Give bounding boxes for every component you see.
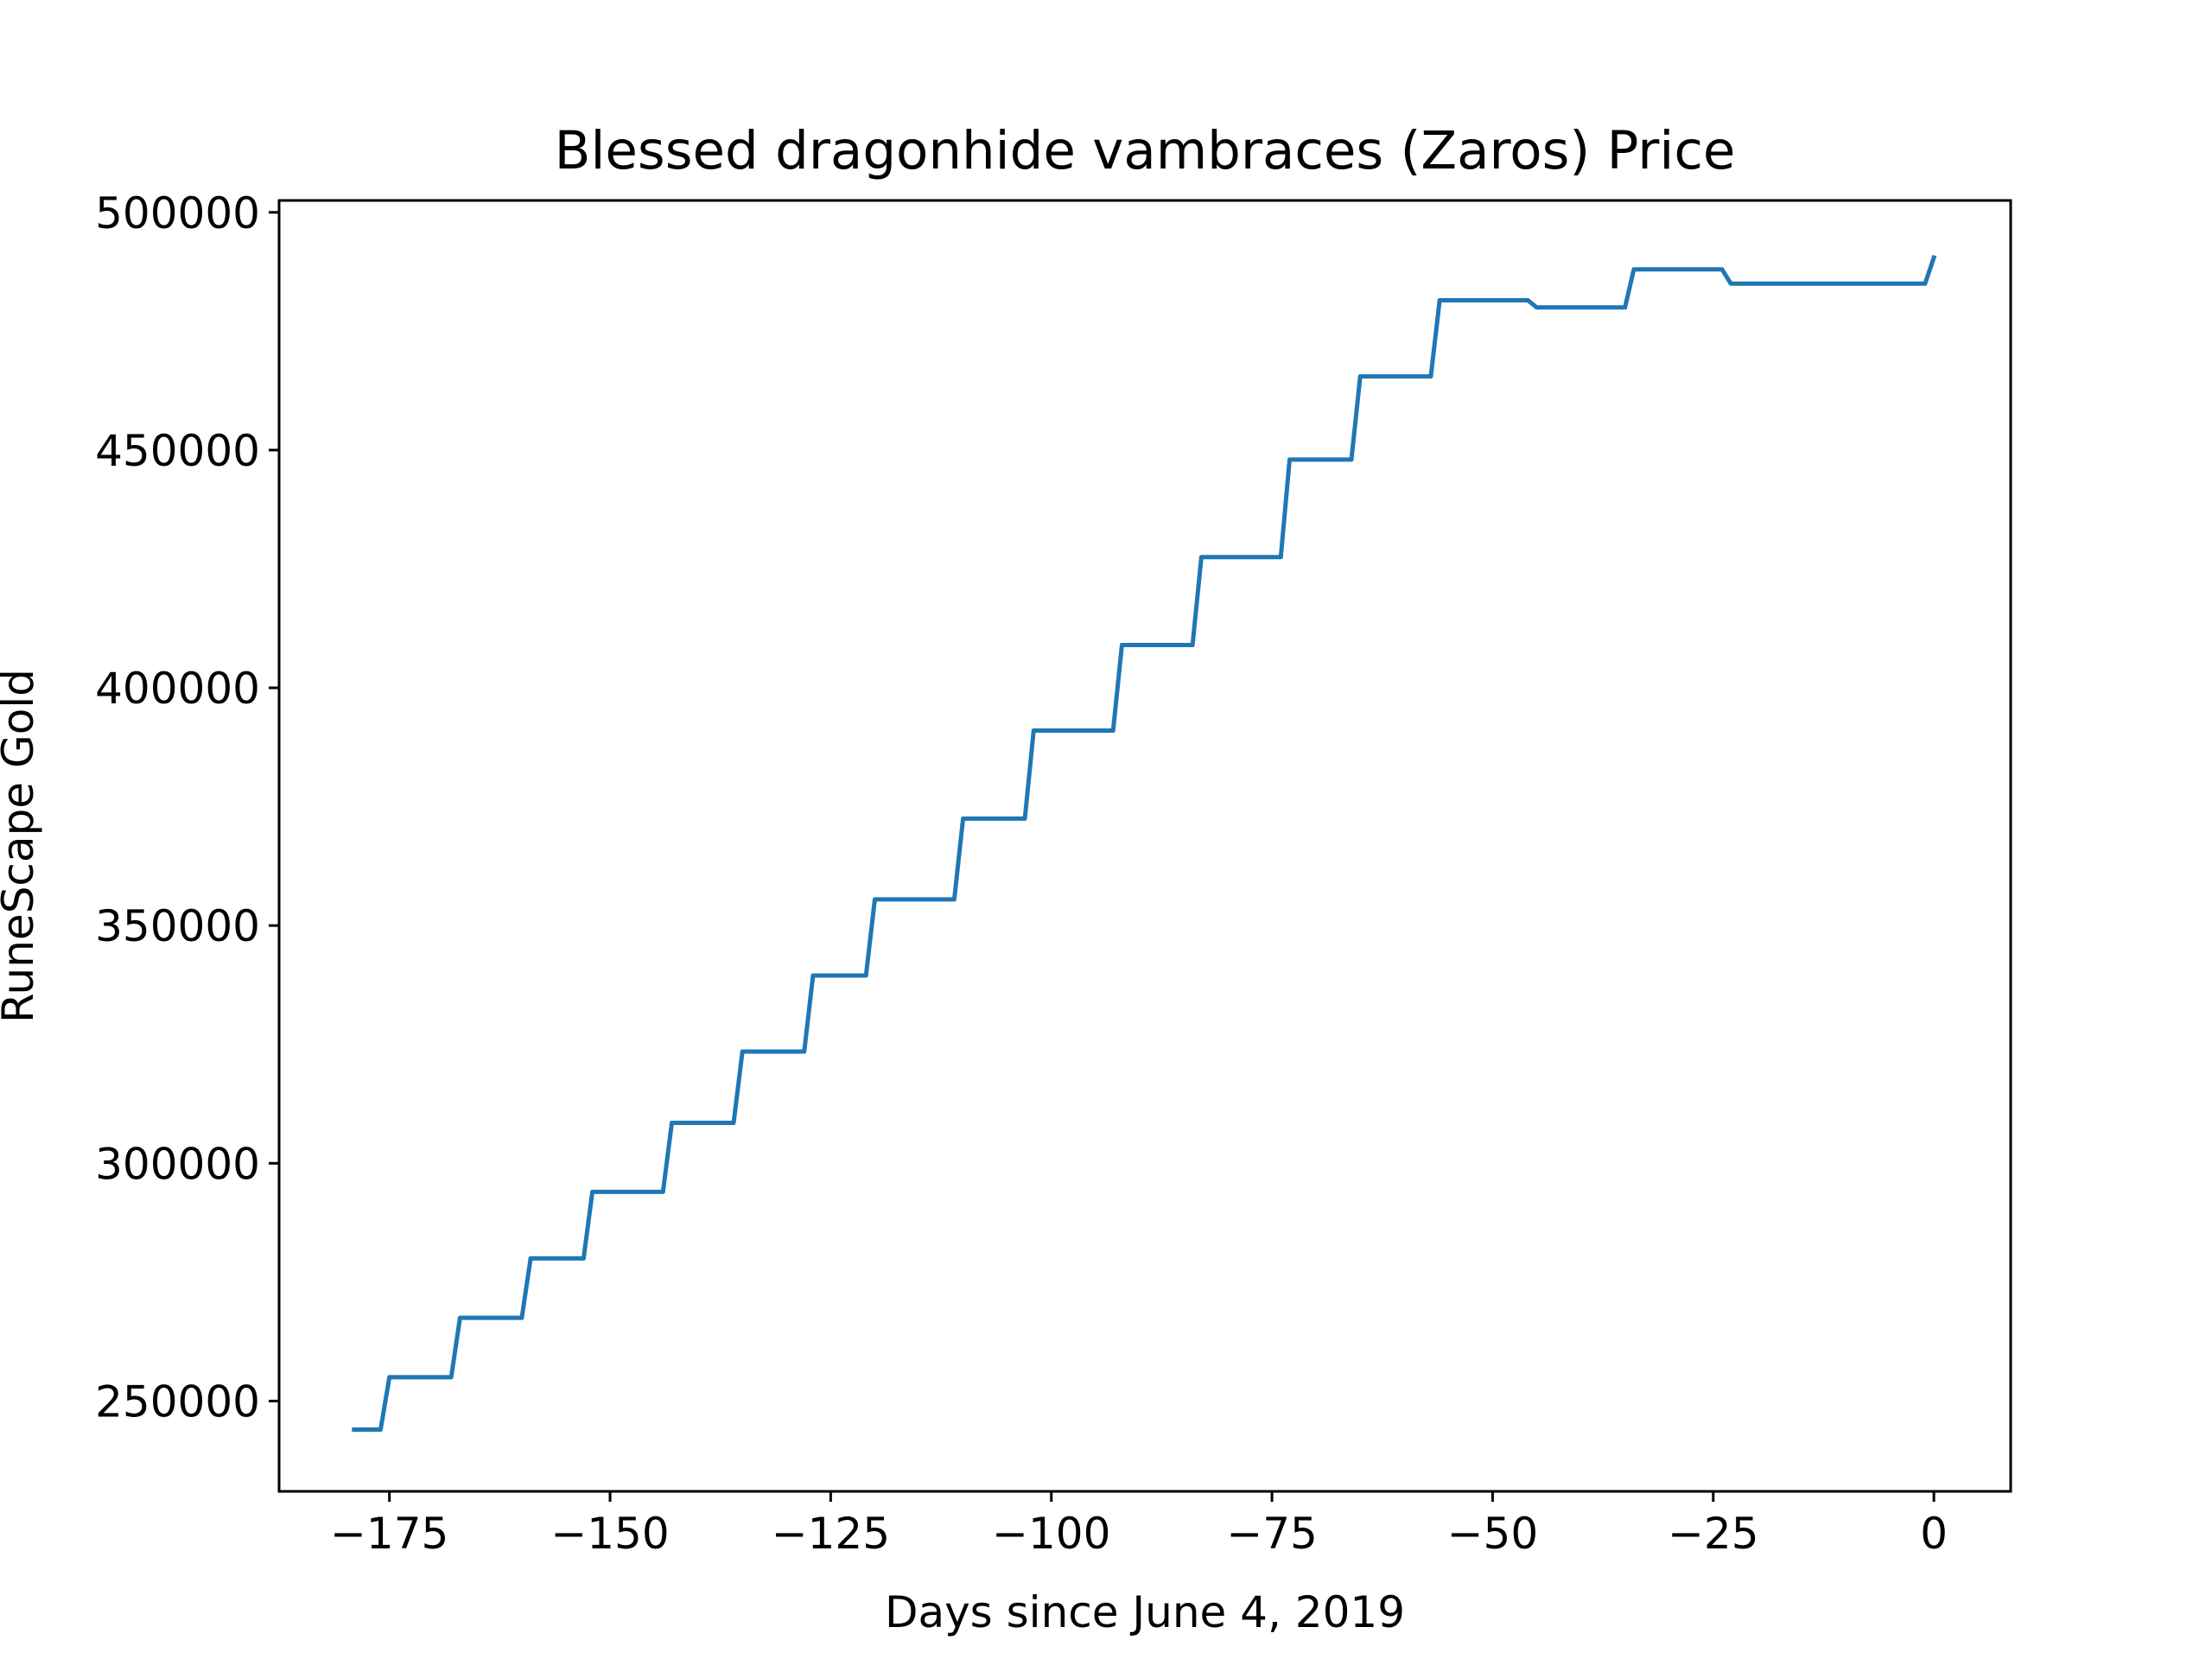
x-tick-label: −150: [550, 1509, 669, 1559]
x-tick-label: −75: [1226, 1509, 1318, 1559]
y-axis-label: RuneScape Gold: [0, 669, 43, 1023]
x-tick-label: −100: [992, 1509, 1110, 1559]
series-line-0: [352, 254, 1937, 1432]
x-tick-label: −125: [772, 1509, 890, 1559]
x-axis: −175 −150 −125 −100 −75 −50 −25 0: [330, 1491, 1948, 1559]
x-tick-label: −175: [330, 1509, 448, 1559]
y-tick-label: 450000: [95, 426, 260, 476]
series-layer: [352, 254, 1937, 1432]
plot-frame: [277, 199, 2012, 1493]
y-tick-label: 500000: [95, 188, 260, 238]
y-tick-label: 350000: [95, 901, 260, 951]
x-tick-label: −50: [1447, 1509, 1539, 1559]
x-axis-label: Days since June 4, 2019: [885, 1587, 1405, 1637]
y-tick-label: 400000: [95, 664, 260, 714]
y-tick-label: 250000: [95, 1376, 260, 1427]
y-axis: 250000 300000 350000 400000 450000 500000: [95, 188, 279, 1427]
chart-title: Blessed dragonhide vambraces (Zaros) Pri…: [555, 120, 1736, 181]
x-tick-label: −25: [1668, 1509, 1759, 1559]
plot-area: [277, 199, 2012, 1493]
x-tick-label: 0: [1920, 1509, 1948, 1559]
y-tick-label: 300000: [95, 1139, 260, 1189]
